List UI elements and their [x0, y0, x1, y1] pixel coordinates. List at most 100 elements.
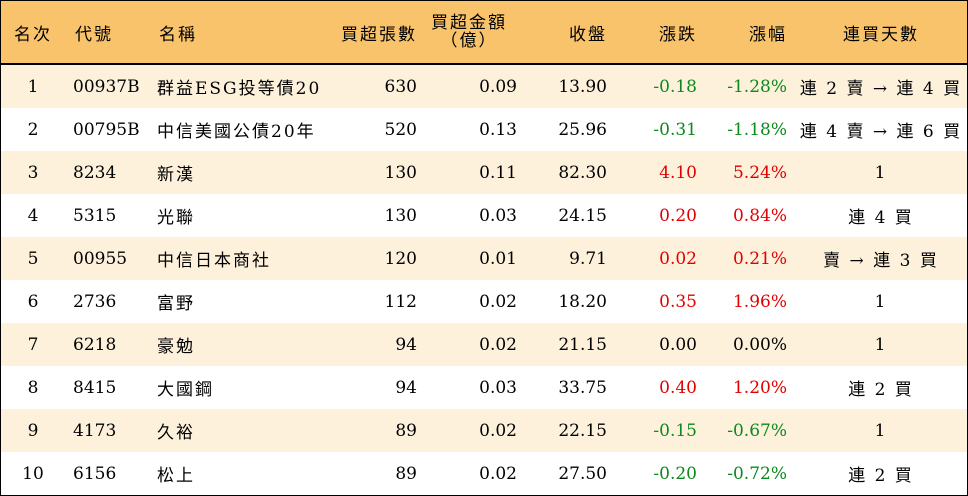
- cell-code: 6156: [73, 463, 117, 484]
- cell-net-volume: 130: [384, 162, 417, 183]
- cell-code: 8415: [73, 377, 117, 398]
- cell-rank: 7: [27, 334, 39, 355]
- cell-change-pct: 5.24%: [732, 162, 787, 183]
- cell-consecutive-days: 1: [874, 420, 888, 441]
- cell-change: 0.35: [659, 291, 697, 312]
- cell-name: 豪勉: [157, 337, 195, 357]
- cell-change-pct: 0.00%: [732, 334, 787, 355]
- cell-change: 0.00: [659, 334, 697, 355]
- table-row: 10 6156 松上 89 0.02 27.50 -0.20 -0.72% 連 2 買: [1, 452, 967, 495]
- cell-consecutive-days: 1: [874, 291, 888, 312]
- cell-code: 4173: [73, 420, 117, 441]
- cell-net-volume: 630: [384, 76, 417, 97]
- cell-rank: 3: [27, 162, 39, 183]
- cell-net-amount: 0.01: [479, 248, 517, 269]
- cell-name: 群益ESG投等債20: [157, 79, 322, 99]
- cell-close: 27.50: [558, 463, 607, 484]
- cell-close: 13.90: [558, 76, 607, 97]
- cell-net-amount: 0.02: [479, 463, 517, 484]
- table-row: 7 6218 豪勉 94 0.02 21.15 0.00 0.00% 1: [1, 323, 967, 366]
- header-change-pct: 漲幅: [749, 24, 787, 45]
- cell-net-amount: 0.13: [479, 119, 517, 140]
- cell-consecutive-days: 連 4 賣 → 連 6 買: [799, 122, 963, 142]
- header-name: 名稱: [159, 24, 197, 45]
- cell-rank: 9: [27, 420, 39, 441]
- cell-code: 8234: [73, 162, 117, 183]
- cell-close: 82.30: [558, 162, 607, 183]
- cell-consecutive-days: 連 2 買: [848, 466, 914, 486]
- cell-net-volume: 112: [384, 291, 417, 312]
- cell-change: 4.10: [659, 162, 697, 183]
- cell-net-amount: 0.02: [479, 334, 517, 355]
- cell-rank: 10: [22, 463, 44, 484]
- cell-net-volume: 94: [395, 377, 417, 398]
- cell-change-pct: 0.21%: [732, 248, 787, 269]
- table-row: 3 8234 新漢 130 0.11 82.30 4.10 5.24% 1: [1, 151, 967, 194]
- cell-code: 00795B: [73, 119, 140, 140]
- cell-net-amount: 0.03: [479, 205, 517, 226]
- cell-net-volume: 89: [395, 420, 417, 441]
- cell-change-pct: 1.96%: [732, 291, 787, 312]
- cell-code: 5315: [73, 205, 117, 226]
- cell-code: 2736: [73, 291, 117, 312]
- cell-change: -0.31: [653, 119, 697, 140]
- cell-rank: 5: [27, 248, 39, 269]
- cell-change-pct: 1.20%: [732, 377, 787, 398]
- header-consecutive-days: 連買天數: [843, 24, 919, 45]
- cell-change-pct: -1.18%: [727, 119, 787, 140]
- cell-consecutive-days: 連 2 賣 → 連 4 買: [799, 79, 963, 99]
- cell-rank: 1: [27, 76, 39, 97]
- cell-name: 新漢: [157, 165, 195, 185]
- cell-close: 21.15: [558, 334, 607, 355]
- table-row: 2 00795B 中信美國公債20年 520 0.13 25.96 -0.31 -1.18% 連…: [1, 108, 967, 151]
- header-net-amount-line2: （億）: [440, 31, 498, 51]
- table-row: 8 8415 大國鋼 94 0.03 33.75 0.40 1.20% 連 2 買: [1, 366, 967, 409]
- cell-consecutive-days: 1: [874, 334, 888, 355]
- cell-name: 久裕: [157, 423, 195, 443]
- cell-net-amount: 0.02: [479, 420, 517, 441]
- cell-change-pct: -0.67%: [727, 420, 787, 441]
- cell-name: 大國鋼: [157, 380, 214, 400]
- cell-net-amount: 0.11: [479, 162, 517, 183]
- table-row: 4 5315 光聯 130 0.03 24.15 0.20 0.84% 連 4 買: [1, 194, 967, 237]
- cell-net-volume: 130: [384, 205, 417, 226]
- cell-close: 33.75: [558, 377, 607, 398]
- table-row: 6 2736 富野 112 0.02 18.20 0.35 1.96% 1: [1, 280, 967, 323]
- table-header: 名次 代號 名稱 買超張數 買超金額 （億） 收盤 漲跌 漲幅 連買天數: [1, 1, 967, 65]
- cell-change: 0.20: [659, 205, 697, 226]
- cell-net-volume: 89: [395, 463, 417, 484]
- header-change: 漲跌: [659, 24, 697, 45]
- cell-change: -0.18: [653, 76, 697, 97]
- cell-net-volume: 94: [395, 334, 417, 355]
- cell-change-pct: -0.72%: [727, 463, 787, 484]
- cell-rank: 6: [27, 291, 39, 312]
- table-row: 9 4173 久裕 89 0.02 22.15 -0.15 -0.67% 1: [1, 409, 967, 452]
- cell-change-pct: -1.28%: [727, 76, 787, 97]
- header-net-amount-line1: 買超金額: [431, 13, 507, 33]
- cell-close: 25.96: [558, 119, 607, 140]
- cell-name: 光聯: [157, 208, 195, 228]
- cell-name: 松上: [157, 466, 195, 486]
- cell-code: 00955: [73, 248, 128, 269]
- header-net-amount: 買超金額 （億）: [421, 1, 517, 63]
- cell-change: -0.20: [653, 463, 697, 484]
- cell-net-amount: 0.02: [479, 291, 517, 312]
- cell-consecutive-days: 連 2 買: [848, 380, 914, 400]
- cell-rank: 2: [27, 119, 39, 140]
- cell-net-volume: 520: [384, 119, 417, 140]
- cell-name: 中信日本商社: [157, 251, 271, 271]
- cell-net-volume: 120: [384, 248, 417, 269]
- cell-name: 富野: [157, 294, 195, 314]
- cell-close: 22.15: [558, 420, 607, 441]
- cell-change: 0.40: [659, 377, 697, 398]
- cell-net-amount: 0.09: [479, 76, 517, 97]
- cell-rank: 4: [27, 205, 39, 226]
- cell-change: 0.02: [659, 248, 697, 269]
- cell-net-amount: 0.03: [479, 377, 517, 398]
- cell-consecutive-days: 賣 → 連 3 買: [823, 251, 939, 271]
- cell-change: -0.15: [653, 420, 697, 441]
- header-rank: 名次: [14, 24, 52, 45]
- header-close: 收盤: [569, 24, 607, 45]
- cell-consecutive-days: 1: [874, 162, 888, 183]
